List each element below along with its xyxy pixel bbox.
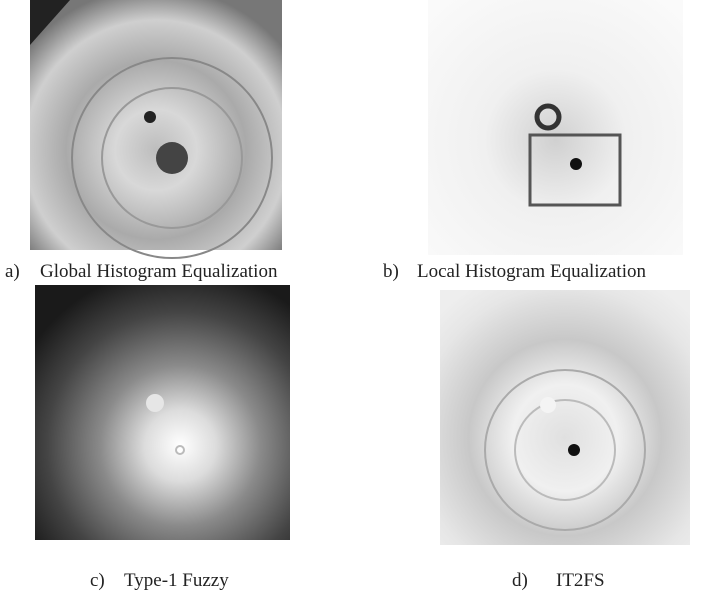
panel-label: b) — [383, 261, 399, 282]
figure: a) Global Histogram Equalization b) Loca… — [0, 0, 715, 607]
image-c — [35, 285, 290, 540]
caption: IT2FS — [556, 570, 605, 591]
panel-label: c) — [90, 570, 105, 591]
caption: Local Histogram Equalization — [417, 261, 646, 282]
image-b — [428, 0, 683, 255]
caption: Type-1 Fuzzy — [124, 570, 229, 591]
panel-label: d) — [512, 570, 528, 591]
caption: Global Histogram Equalization — [40, 261, 278, 282]
panel-label: a) — [5, 261, 20, 282]
image-d — [440, 290, 690, 545]
image-a — [30, 0, 282, 258]
